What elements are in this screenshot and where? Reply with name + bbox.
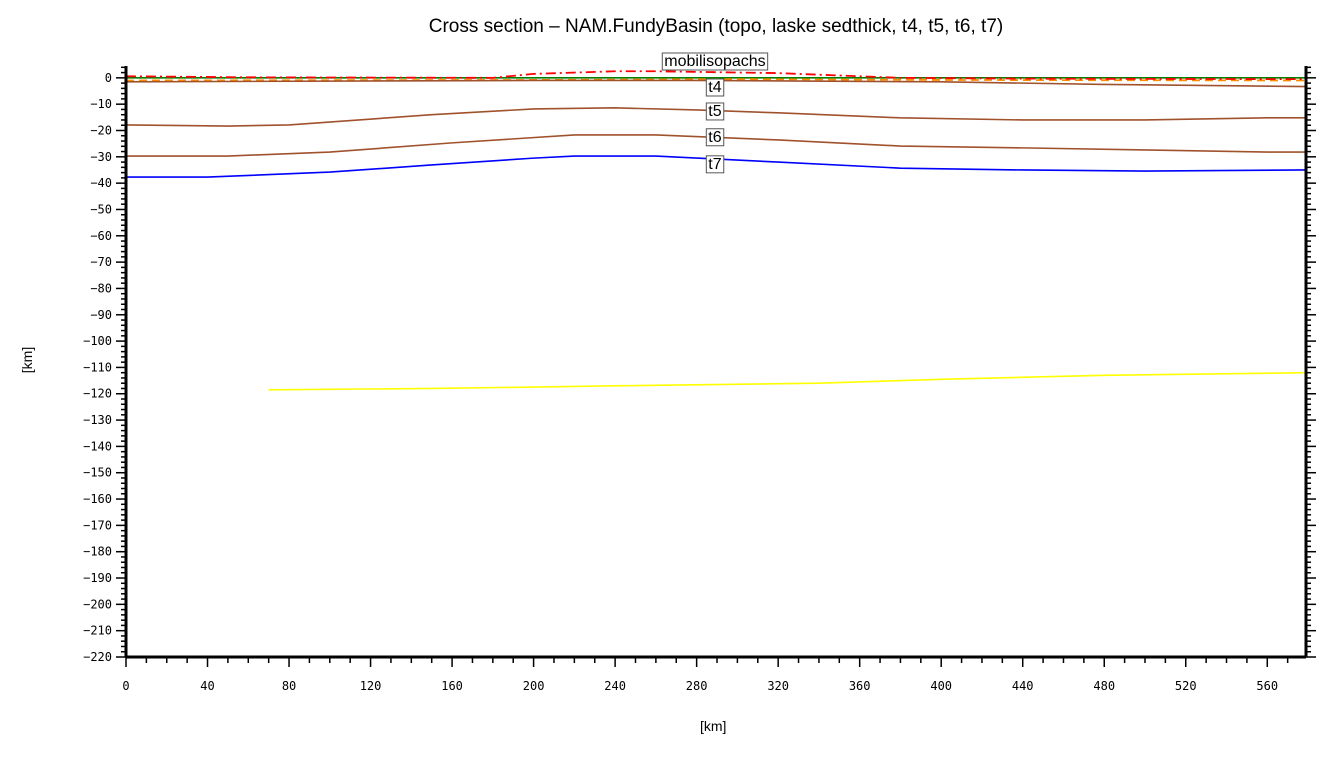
y-tick-label: −200 bbox=[83, 597, 112, 611]
y-tick-label: −50 bbox=[90, 202, 112, 216]
series-label-box bbox=[705, 128, 725, 147]
y-tick-label: −140 bbox=[83, 439, 112, 453]
x-tick-label: 120 bbox=[360, 679, 382, 693]
y-tick-label: −220 bbox=[83, 650, 112, 664]
y-tick-label: −30 bbox=[90, 150, 112, 164]
y-tick-label: −70 bbox=[90, 255, 112, 269]
y-tick-label: −190 bbox=[83, 571, 112, 585]
x-tick-label: 520 bbox=[1175, 679, 1197, 693]
series-label-text: t7 bbox=[708, 156, 721, 173]
series-line-laske sedthick bbox=[125, 78, 1307, 82]
x-tick-label: 200 bbox=[523, 679, 545, 693]
x-tick-label: 400 bbox=[930, 679, 952, 693]
series-label-text: t6 bbox=[708, 129, 721, 146]
chart-title: Cross section – NAM.FundyBasin (topo, la… bbox=[428, 16, 1004, 37]
y-tick-label: −150 bbox=[83, 466, 112, 480]
y-tick-label: −130 bbox=[83, 413, 112, 427]
series-line-t7 bbox=[126, 155, 1307, 178]
y-tick-label: −90 bbox=[90, 308, 112, 322]
x-tick-label: 160 bbox=[441, 679, 463, 693]
y-tick-label: −120 bbox=[83, 387, 112, 401]
y-tick-label: −40 bbox=[90, 176, 112, 190]
y-tick-label: −210 bbox=[83, 624, 112, 638]
series-line-t4 bbox=[125, 79, 1307, 88]
series-label-t4: t4 bbox=[705, 78, 725, 97]
x-axis-label: [km] bbox=[700, 718, 727, 734]
x-tick-label: 280 bbox=[686, 679, 708, 693]
y-tick-label: −80 bbox=[90, 281, 112, 295]
y-tick-label: −10 bbox=[90, 97, 112, 111]
x-tick-label: 560 bbox=[1256, 679, 1278, 693]
y-tick-label: −110 bbox=[83, 360, 112, 374]
series-label-box bbox=[705, 155, 725, 174]
x-tick-label: 480 bbox=[1093, 679, 1115, 693]
y-tick-label: 0 bbox=[105, 71, 112, 85]
series-label-text: t4 bbox=[708, 79, 721, 96]
series-label-t7: t7 bbox=[705, 155, 725, 174]
series-label-text: mobilisopachs bbox=[664, 53, 765, 70]
y-tick-label: −160 bbox=[83, 492, 112, 506]
y-tick-label: −20 bbox=[90, 123, 112, 137]
series-label-box bbox=[705, 102, 725, 121]
x-tick-label: 440 bbox=[1012, 679, 1034, 693]
y-tick-label: −180 bbox=[83, 545, 112, 559]
y-tick-label: −170 bbox=[83, 518, 112, 532]
series-label-text: t5 bbox=[708, 103, 721, 120]
series-label-box bbox=[661, 52, 769, 71]
x-tick-label: 320 bbox=[767, 679, 789, 693]
series-label-t5: t5 bbox=[705, 102, 725, 121]
series-line-mobilisopachs bbox=[125, 70, 1307, 81]
y-tick-label: −100 bbox=[83, 334, 112, 348]
x-tick-label: 40 bbox=[200, 679, 214, 693]
series-label-box bbox=[705, 78, 725, 97]
y-tick-label: −60 bbox=[90, 229, 112, 243]
series-label-t6: t6 bbox=[705, 128, 725, 147]
x-tick-label: 0 bbox=[122, 679, 129, 693]
series-line-t5 bbox=[125, 107, 1306, 127]
series-label-mobilisopachs: mobilisopachs bbox=[661, 52, 769, 71]
x-tick-label: 240 bbox=[604, 679, 626, 693]
x-tick-label: 360 bbox=[849, 679, 871, 693]
x-tick-label: 80 bbox=[282, 679, 296, 693]
series-line-unnamed bbox=[268, 371, 1307, 391]
